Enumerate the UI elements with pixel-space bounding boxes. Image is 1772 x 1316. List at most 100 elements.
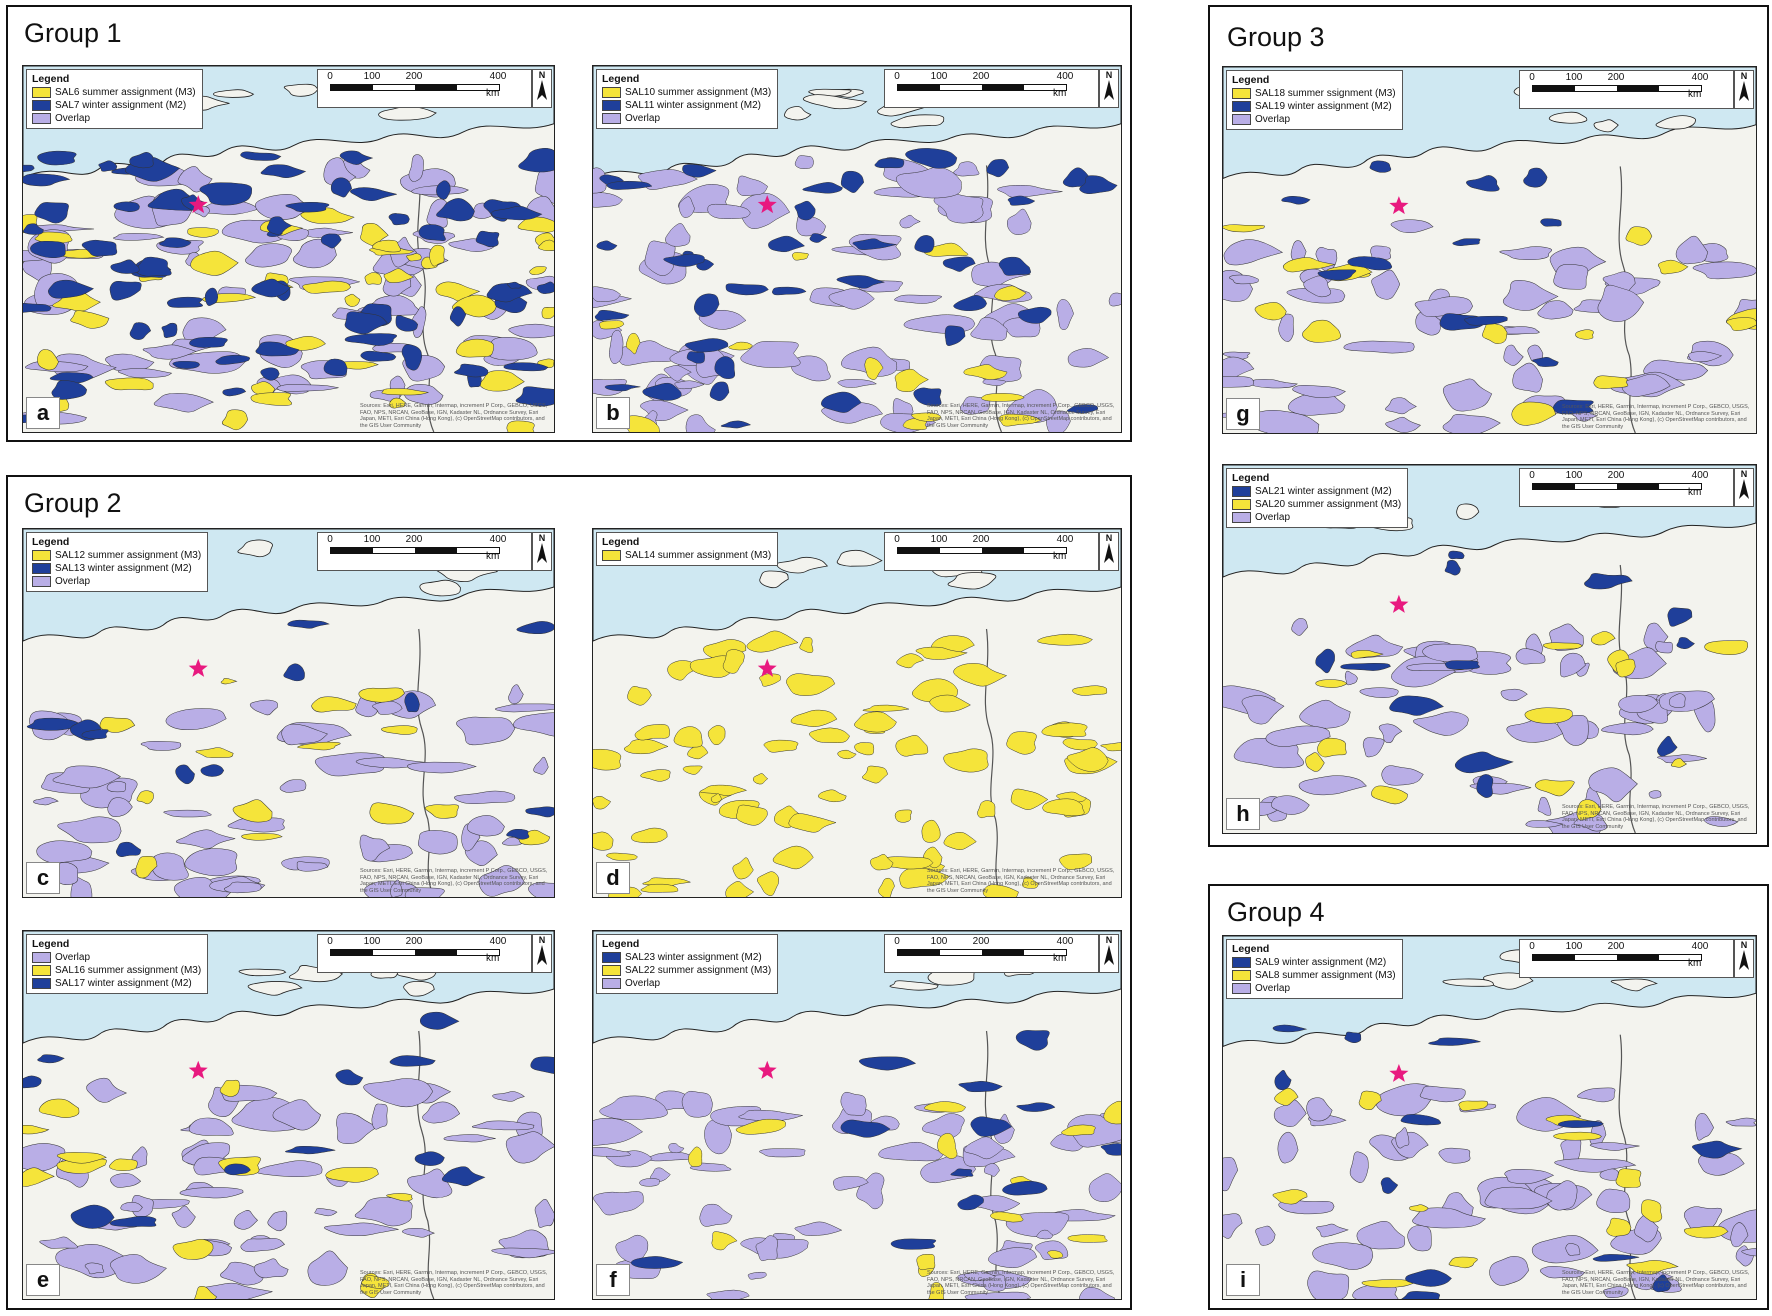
summer-area <box>736 804 768 826</box>
overlap-swatch <box>1232 512 1251 523</box>
summer-area <box>538 239 554 252</box>
summer-area <box>921 819 941 843</box>
overlap-area <box>685 414 716 432</box>
legend-item: SAL18 summer ssignment (M3) <box>1232 87 1396 100</box>
overlap-area <box>253 1258 289 1279</box>
overlap-area <box>1306 1097 1333 1122</box>
island <box>947 572 997 590</box>
summer-area <box>627 686 652 706</box>
winter-area <box>449 306 467 327</box>
overlap-area <box>707 203 751 220</box>
winter-area <box>30 240 66 259</box>
summer-area <box>529 266 547 276</box>
overlap-area <box>1362 737 1385 758</box>
summer-area <box>634 724 670 741</box>
map-attribution: Sources: Esri, HERE, Garmin, Intermap, i… <box>1562 804 1750 830</box>
winter-area <box>199 182 252 206</box>
overlap-area <box>833 1176 869 1191</box>
overlap-swatch <box>602 978 621 989</box>
overlap-area <box>1356 1221 1405 1250</box>
winter-area <box>23 164 35 173</box>
summer-area <box>799 637 814 653</box>
overlap-area <box>665 223 691 247</box>
legend-item: Overlap <box>602 112 771 125</box>
overlap-area <box>837 379 878 388</box>
scale-tick-label: 400 <box>1056 71 1074 82</box>
summer-area <box>953 663 1008 687</box>
overlap-area <box>1531 1235 1599 1264</box>
summer-area <box>1615 1168 1642 1188</box>
overlap-area <box>1036 1229 1054 1240</box>
winter-area <box>1676 637 1695 649</box>
overlap-area <box>1597 284 1645 322</box>
overlap-area <box>1255 1225 1276 1246</box>
winter-area <box>957 1194 984 1211</box>
overlap-area <box>513 712 554 737</box>
summer-area <box>1350 649 1384 659</box>
summer-area <box>707 725 726 746</box>
winter-area <box>1389 695 1444 716</box>
legend-title: Legend <box>32 536 70 548</box>
summer-area <box>746 630 799 653</box>
summer-area <box>364 272 383 285</box>
legend-item: SAL17 winter assignment (M2) <box>32 977 201 990</box>
island <box>403 980 435 997</box>
overlap-area <box>983 1163 1000 1177</box>
star-icon <box>757 1060 777 1079</box>
north-arrow-icon: N <box>1734 468 1754 507</box>
winter-area <box>260 164 307 178</box>
summer-area <box>963 364 1008 380</box>
legend-item-label: Overlap <box>1255 983 1291 994</box>
legend-title: Legend <box>32 73 70 85</box>
winter-area <box>1444 660 1480 670</box>
overlap-area <box>467 815 505 837</box>
winter-swatch <box>1232 486 1251 497</box>
overlap-area <box>390 879 403 897</box>
legend-item-label: SAL17 winter assignment (M2) <box>55 978 192 989</box>
legend-title: Legend <box>1232 472 1270 484</box>
summer-area <box>667 660 695 681</box>
overlap-area <box>1601 722 1654 736</box>
legend-item: SAL19 winter assignment (M2) <box>1232 100 1396 113</box>
winter-area <box>388 213 410 226</box>
overlap-area <box>856 1172 885 1210</box>
winter-area <box>26 717 83 731</box>
winter-area <box>1464 315 1508 326</box>
winter-area <box>709 381 730 402</box>
panel-letter: e <box>26 1264 60 1296</box>
summer-area <box>358 687 405 703</box>
summer-area <box>711 1231 738 1251</box>
scale-tick-label: 100 <box>930 534 948 545</box>
overlap-area <box>336 1112 378 1144</box>
scale-tick-label: 100 <box>363 534 381 545</box>
winter-area <box>525 806 554 818</box>
legend-item: SAL10 summer assignment (M3) <box>602 86 771 99</box>
legend-box: Legend SAL18 summer ssignment (M3) SAL19 w… <box>1226 70 1403 130</box>
scale-unit: km <box>486 88 500 99</box>
summer-area <box>593 795 612 810</box>
summer-area <box>383 268 415 283</box>
winter-area <box>684 338 729 353</box>
legend-item-label: Overlap <box>1255 512 1291 523</box>
winter-swatch <box>1232 101 1251 112</box>
summer-area <box>599 320 625 330</box>
scale-tick-label: 0 <box>894 534 900 545</box>
summer-area <box>372 239 401 253</box>
winter-area <box>852 238 897 250</box>
overlap-area <box>359 834 391 862</box>
legend-item-label: SAL21 winter assignment (M2) <box>1255 486 1392 497</box>
winter-area <box>224 1163 251 1176</box>
winter-area <box>1405 1269 1452 1287</box>
summer-area <box>109 1158 138 1172</box>
overlap-area <box>402 1227 435 1238</box>
overlap-area <box>1277 1131 1299 1164</box>
overlap-area <box>759 1148 806 1158</box>
summer-area <box>70 310 110 329</box>
overlap-area <box>1088 1173 1121 1203</box>
summer-area <box>1657 259 1689 275</box>
summer-area <box>790 709 838 727</box>
overlap-swatch <box>32 113 51 124</box>
summer-area <box>990 1211 1024 1223</box>
winter-area <box>1444 559 1461 576</box>
summer-area <box>1704 640 1749 655</box>
